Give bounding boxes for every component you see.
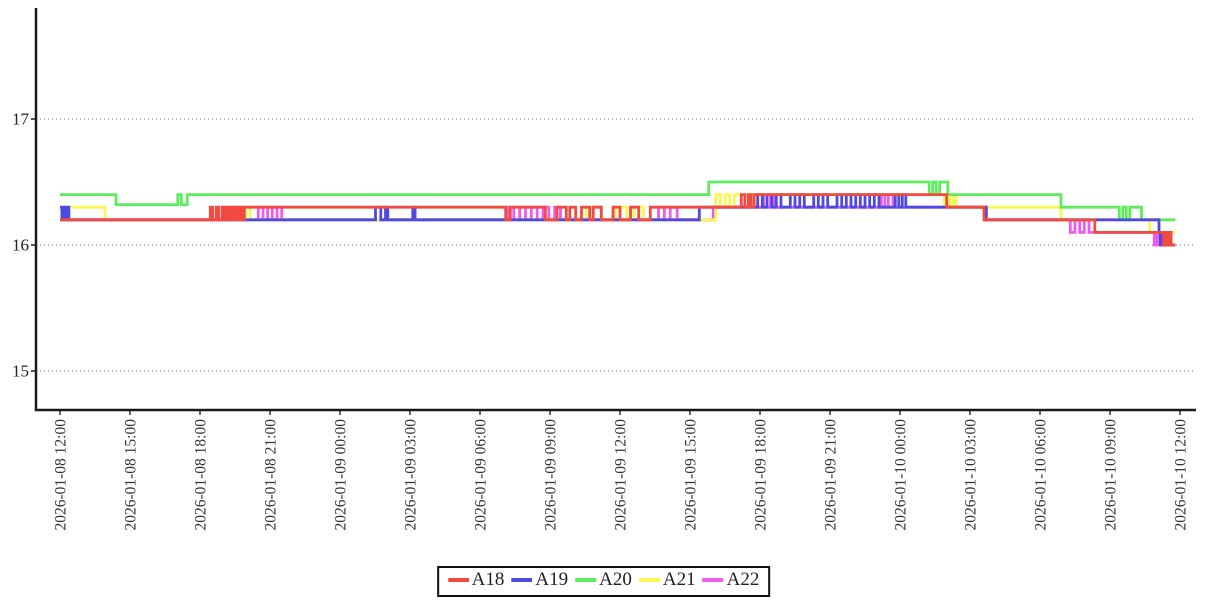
legend-swatch-a19 <box>511 578 533 583</box>
x-tick-label: 2026-01-08 15:00 <box>123 419 140 531</box>
legend-label-a20: A20 <box>599 569 632 590</box>
x-tick-label: 2026-01-09 12:00 <box>613 419 630 531</box>
x-tick-label: 2026-01-09 18:00 <box>753 419 770 531</box>
x-tick-label: 2026-01-10 06:00 <box>1033 419 1050 531</box>
y-tick-label: 15 <box>12 362 29 381</box>
legend-swatch-a20 <box>575 578 597 583</box>
legend-label-a22: A22 <box>726 569 760 590</box>
series-line-A18 <box>60 193 1176 247</box>
x-tick-label: 2026-01-08 12:00 <box>53 419 70 531</box>
x-tick-label: 2026-01-10 12:00 <box>1173 419 1190 531</box>
legend-item-a21: A21 <box>638 569 696 591</box>
y-tick-label: 17 <box>12 110 30 129</box>
y-tick-label: 16 <box>12 236 29 255</box>
legend-swatch-a21 <box>638 578 660 583</box>
legend-swatch-a18 <box>447 578 469 583</box>
x-tick-label: 2026-01-09 09:00 <box>543 419 560 531</box>
legend-label-a21: A21 <box>662 569 696 590</box>
x-tick-label: 2026-01-09 15:00 <box>683 419 700 531</box>
legend-item-a18: A18 <box>447 569 505 591</box>
x-tick-label: 2026-01-08 18:00 <box>193 419 210 531</box>
legend-swatch-a22 <box>702 578 724 583</box>
legend-item-a20: A20 <box>575 569 632 591</box>
legend-item-a19: A19 <box>511 569 569 591</box>
x-tick-label: 2026-01-09 03:00 <box>403 419 420 531</box>
legend: A18 A19 A20 A21 A22 <box>436 566 771 597</box>
series-line-A19 <box>60 193 1176 247</box>
x-tick-label: 2026-01-10 00:00 <box>893 419 910 531</box>
x-tick-label: 2026-01-09 21:00 <box>823 419 840 531</box>
x-tick-label: 2026-01-10 09:00 <box>1103 419 1120 531</box>
legend-label-a19: A19 <box>535 569 569 590</box>
x-tick-label: 2026-01-09 06:00 <box>473 419 490 531</box>
x-tick-label: 2026-01-08 21:00 <box>263 419 280 531</box>
x-tick-label: 2026-01-10 03:00 <box>963 419 980 531</box>
x-tick-label: 2026-01-09 00:00 <box>333 419 350 531</box>
legend-label-a18: A18 <box>471 569 505 590</box>
legend-item-a22: A22 <box>702 569 760 591</box>
